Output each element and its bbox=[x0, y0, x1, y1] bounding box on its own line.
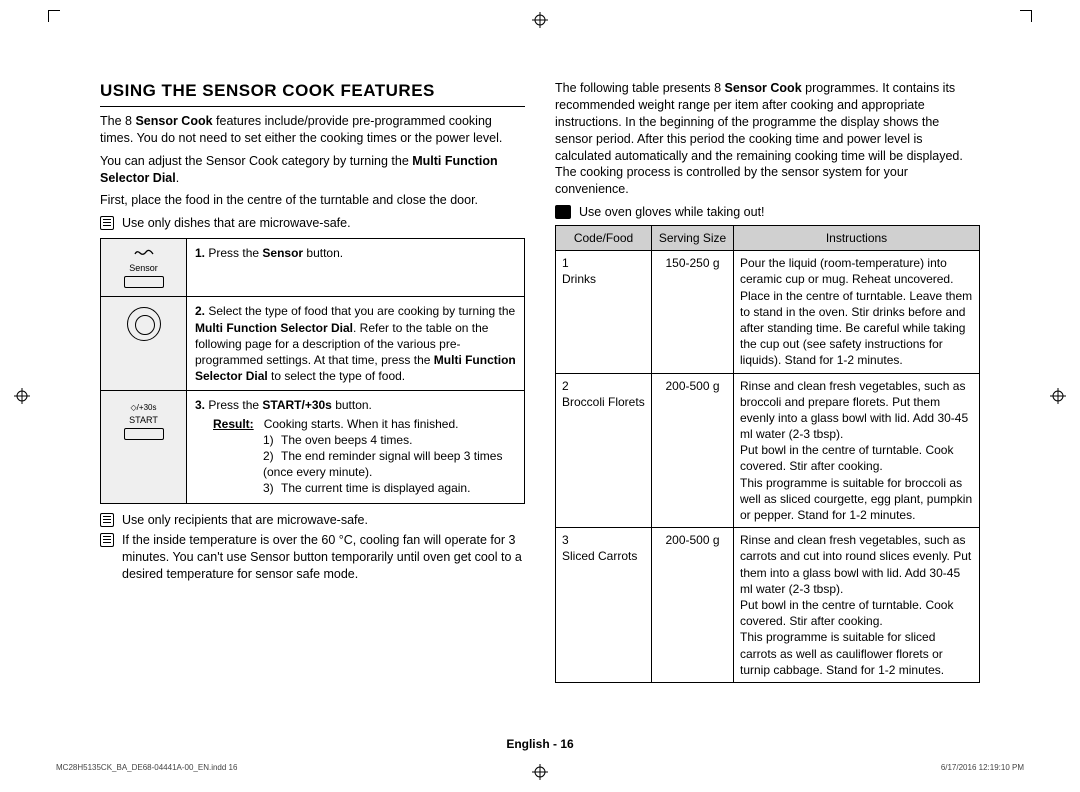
table-row: 1 Drinks 150-250 g Pour the liquid (room… bbox=[556, 251, 980, 373]
step-content: 1. Press the Sensor button. bbox=[187, 239, 525, 297]
page-footer-right: 6/17/2016 12:19:10 PM bbox=[941, 763, 1024, 774]
food-name: Sliced Carrots bbox=[562, 549, 637, 563]
icon-label: START bbox=[109, 414, 178, 426]
step-icon-cell bbox=[101, 297, 187, 391]
text: The 8 bbox=[100, 114, 135, 128]
text: Press the bbox=[208, 398, 262, 412]
table-header-row: Code/Food Serving Size Instructions bbox=[556, 226, 980, 251]
table-row: Sensor 1. Press the Sensor button. bbox=[101, 239, 525, 297]
note-text: Use only recipients that are microwave-s… bbox=[122, 512, 368, 529]
note-recipients: Use only recipients that are microwave-s… bbox=[100, 512, 525, 529]
sub-text: The current time is displayed again. bbox=[281, 481, 470, 495]
note-icon bbox=[100, 513, 114, 527]
note-icon bbox=[100, 216, 114, 230]
bold-text: Sensor Cook bbox=[725, 81, 802, 95]
intro-paragraph-2: You can adjust the Sensor Cook category … bbox=[100, 153, 525, 187]
result-label: Result: bbox=[213, 417, 254, 431]
text: You can adjust the Sensor Cook category … bbox=[100, 154, 412, 168]
food-name: Drinks bbox=[562, 272, 596, 286]
registration-mark-icon bbox=[14, 388, 30, 404]
cell-size: 200-500 g bbox=[652, 373, 734, 528]
cell-code: 1 Drinks bbox=[556, 251, 652, 373]
page-footer-center: English - 16 bbox=[0, 736, 1080, 752]
crop-mark bbox=[48, 10, 60, 22]
bold-text: Sensor bbox=[262, 246, 303, 260]
oven-glove-icon bbox=[555, 205, 571, 219]
page-footer-left: MC28H5135CK_BA_DE68-04441A-00_EN.indd 16 bbox=[56, 763, 237, 774]
code-num: 3 bbox=[562, 533, 569, 547]
right-intro: The following table presents 8 Sensor Co… bbox=[555, 80, 980, 198]
step-icon-cell: Sensor bbox=[101, 239, 187, 297]
step-icon-cell: ◇/+30s START bbox=[101, 391, 187, 503]
intro-paragraph-3: First, place the food in the centre of t… bbox=[100, 192, 525, 209]
text: Press the bbox=[208, 246, 262, 260]
left-column: USING THE SENSOR COOK FEATURES The 8 Sen… bbox=[100, 80, 525, 722]
text: The following table presents 8 bbox=[555, 81, 725, 95]
cell-size: 150-250 g bbox=[652, 251, 734, 373]
table-row: ◇/+30s START 3. Press the START/+30s but… bbox=[101, 391, 525, 503]
col-header-code: Code/Food bbox=[556, 226, 652, 251]
sub-text: The oven beeps 4 times. bbox=[281, 433, 412, 447]
text: button. bbox=[332, 398, 372, 412]
result-text: Cooking starts. When it has finished. bbox=[264, 417, 459, 431]
bold-text: Sensor Cook bbox=[135, 114, 212, 128]
start-glyph: ◇/+30s bbox=[109, 403, 178, 414]
table-row: 3 Sliced Carrots 200-500 g Rinse and cle… bbox=[556, 528, 980, 683]
crop-mark bbox=[1020, 10, 1032, 22]
code-num: 1 bbox=[562, 256, 569, 270]
sub-num: 3) bbox=[263, 480, 281, 496]
sub-num: 1) bbox=[263, 432, 281, 448]
col-header-size: Serving Size bbox=[652, 226, 734, 251]
text: button. bbox=[303, 246, 343, 260]
cell-code: 2 Broccoli Florets bbox=[556, 373, 652, 528]
col-header-instr: Instructions bbox=[734, 226, 980, 251]
note-microwave-safe: Use only dishes that are microwave-safe. bbox=[100, 215, 525, 232]
note-text: Use only dishes that are microwave-safe. bbox=[122, 215, 351, 232]
cell-instr: Rinse and clean fresh vegetables, such a… bbox=[734, 373, 980, 528]
note-cooling: If the inside temperature is over the 60… bbox=[100, 532, 525, 583]
note-text: Use oven gloves while taking out! bbox=[579, 204, 765, 221]
step-content: 2. Select the type of food that you are … bbox=[187, 297, 525, 391]
glove-note: Use oven gloves while taking out! bbox=[555, 204, 980, 221]
registration-mark-icon bbox=[1050, 388, 1066, 404]
cell-instr: Rinse and clean fresh vegetables, such a… bbox=[734, 528, 980, 683]
section-heading: USING THE SENSOR COOK FEATURES bbox=[100, 80, 525, 107]
food-name: Broccoli Florets bbox=[562, 395, 645, 409]
registration-mark-icon bbox=[532, 764, 548, 780]
bold-text: Multi Function Selector Dial bbox=[195, 321, 353, 335]
step-content: 3. Press the START/+30s button. Result: … bbox=[187, 391, 525, 503]
sensor-icon bbox=[132, 245, 156, 260]
registration-mark-icon bbox=[532, 12, 548, 28]
page-content: USING THE SENSOR COOK FEATURES The 8 Sen… bbox=[100, 80, 980, 722]
sub-num: 2) bbox=[263, 448, 281, 464]
cell-code: 3 Sliced Carrots bbox=[556, 528, 652, 683]
table-row: 2. Select the type of food that you are … bbox=[101, 297, 525, 391]
step-number: 3. bbox=[195, 398, 205, 412]
step-number: 1. bbox=[195, 246, 205, 260]
icon-label: Sensor bbox=[109, 262, 178, 274]
code-num: 2 bbox=[562, 379, 569, 393]
bold-text: START/+30s bbox=[262, 398, 331, 412]
text: programmes. It contains its recommended … bbox=[555, 81, 963, 196]
step-number: 2. bbox=[195, 304, 205, 318]
table-row: 2 Broccoli Florets 200-500 g Rinse and c… bbox=[556, 373, 980, 528]
sub-text: The end reminder signal will beep 3 time… bbox=[263, 449, 502, 479]
cell-instr: Pour the liquid (room-temperature) into … bbox=[734, 251, 980, 373]
right-column: The following table presents 8 Sensor Co… bbox=[555, 80, 980, 722]
button-rect-icon bbox=[124, 276, 164, 288]
selector-dial-icon bbox=[127, 307, 161, 341]
button-rect-icon bbox=[124, 428, 164, 440]
cell-size: 200-500 g bbox=[652, 528, 734, 683]
note-text: If the inside temperature is over the 60… bbox=[122, 532, 525, 583]
note-icon bbox=[100, 533, 114, 547]
text: Select the type of food that you are coo… bbox=[208, 304, 515, 318]
intro-paragraph-1: The 8 Sensor Cook features include/provi… bbox=[100, 113, 525, 147]
text: . bbox=[176, 171, 179, 185]
programmes-table: Code/Food Serving Size Instructions 1 Dr… bbox=[555, 225, 980, 683]
text: to select the type of food. bbox=[268, 369, 405, 383]
steps-table: Sensor 1. Press the Sensor button. 2. Se… bbox=[100, 238, 525, 503]
